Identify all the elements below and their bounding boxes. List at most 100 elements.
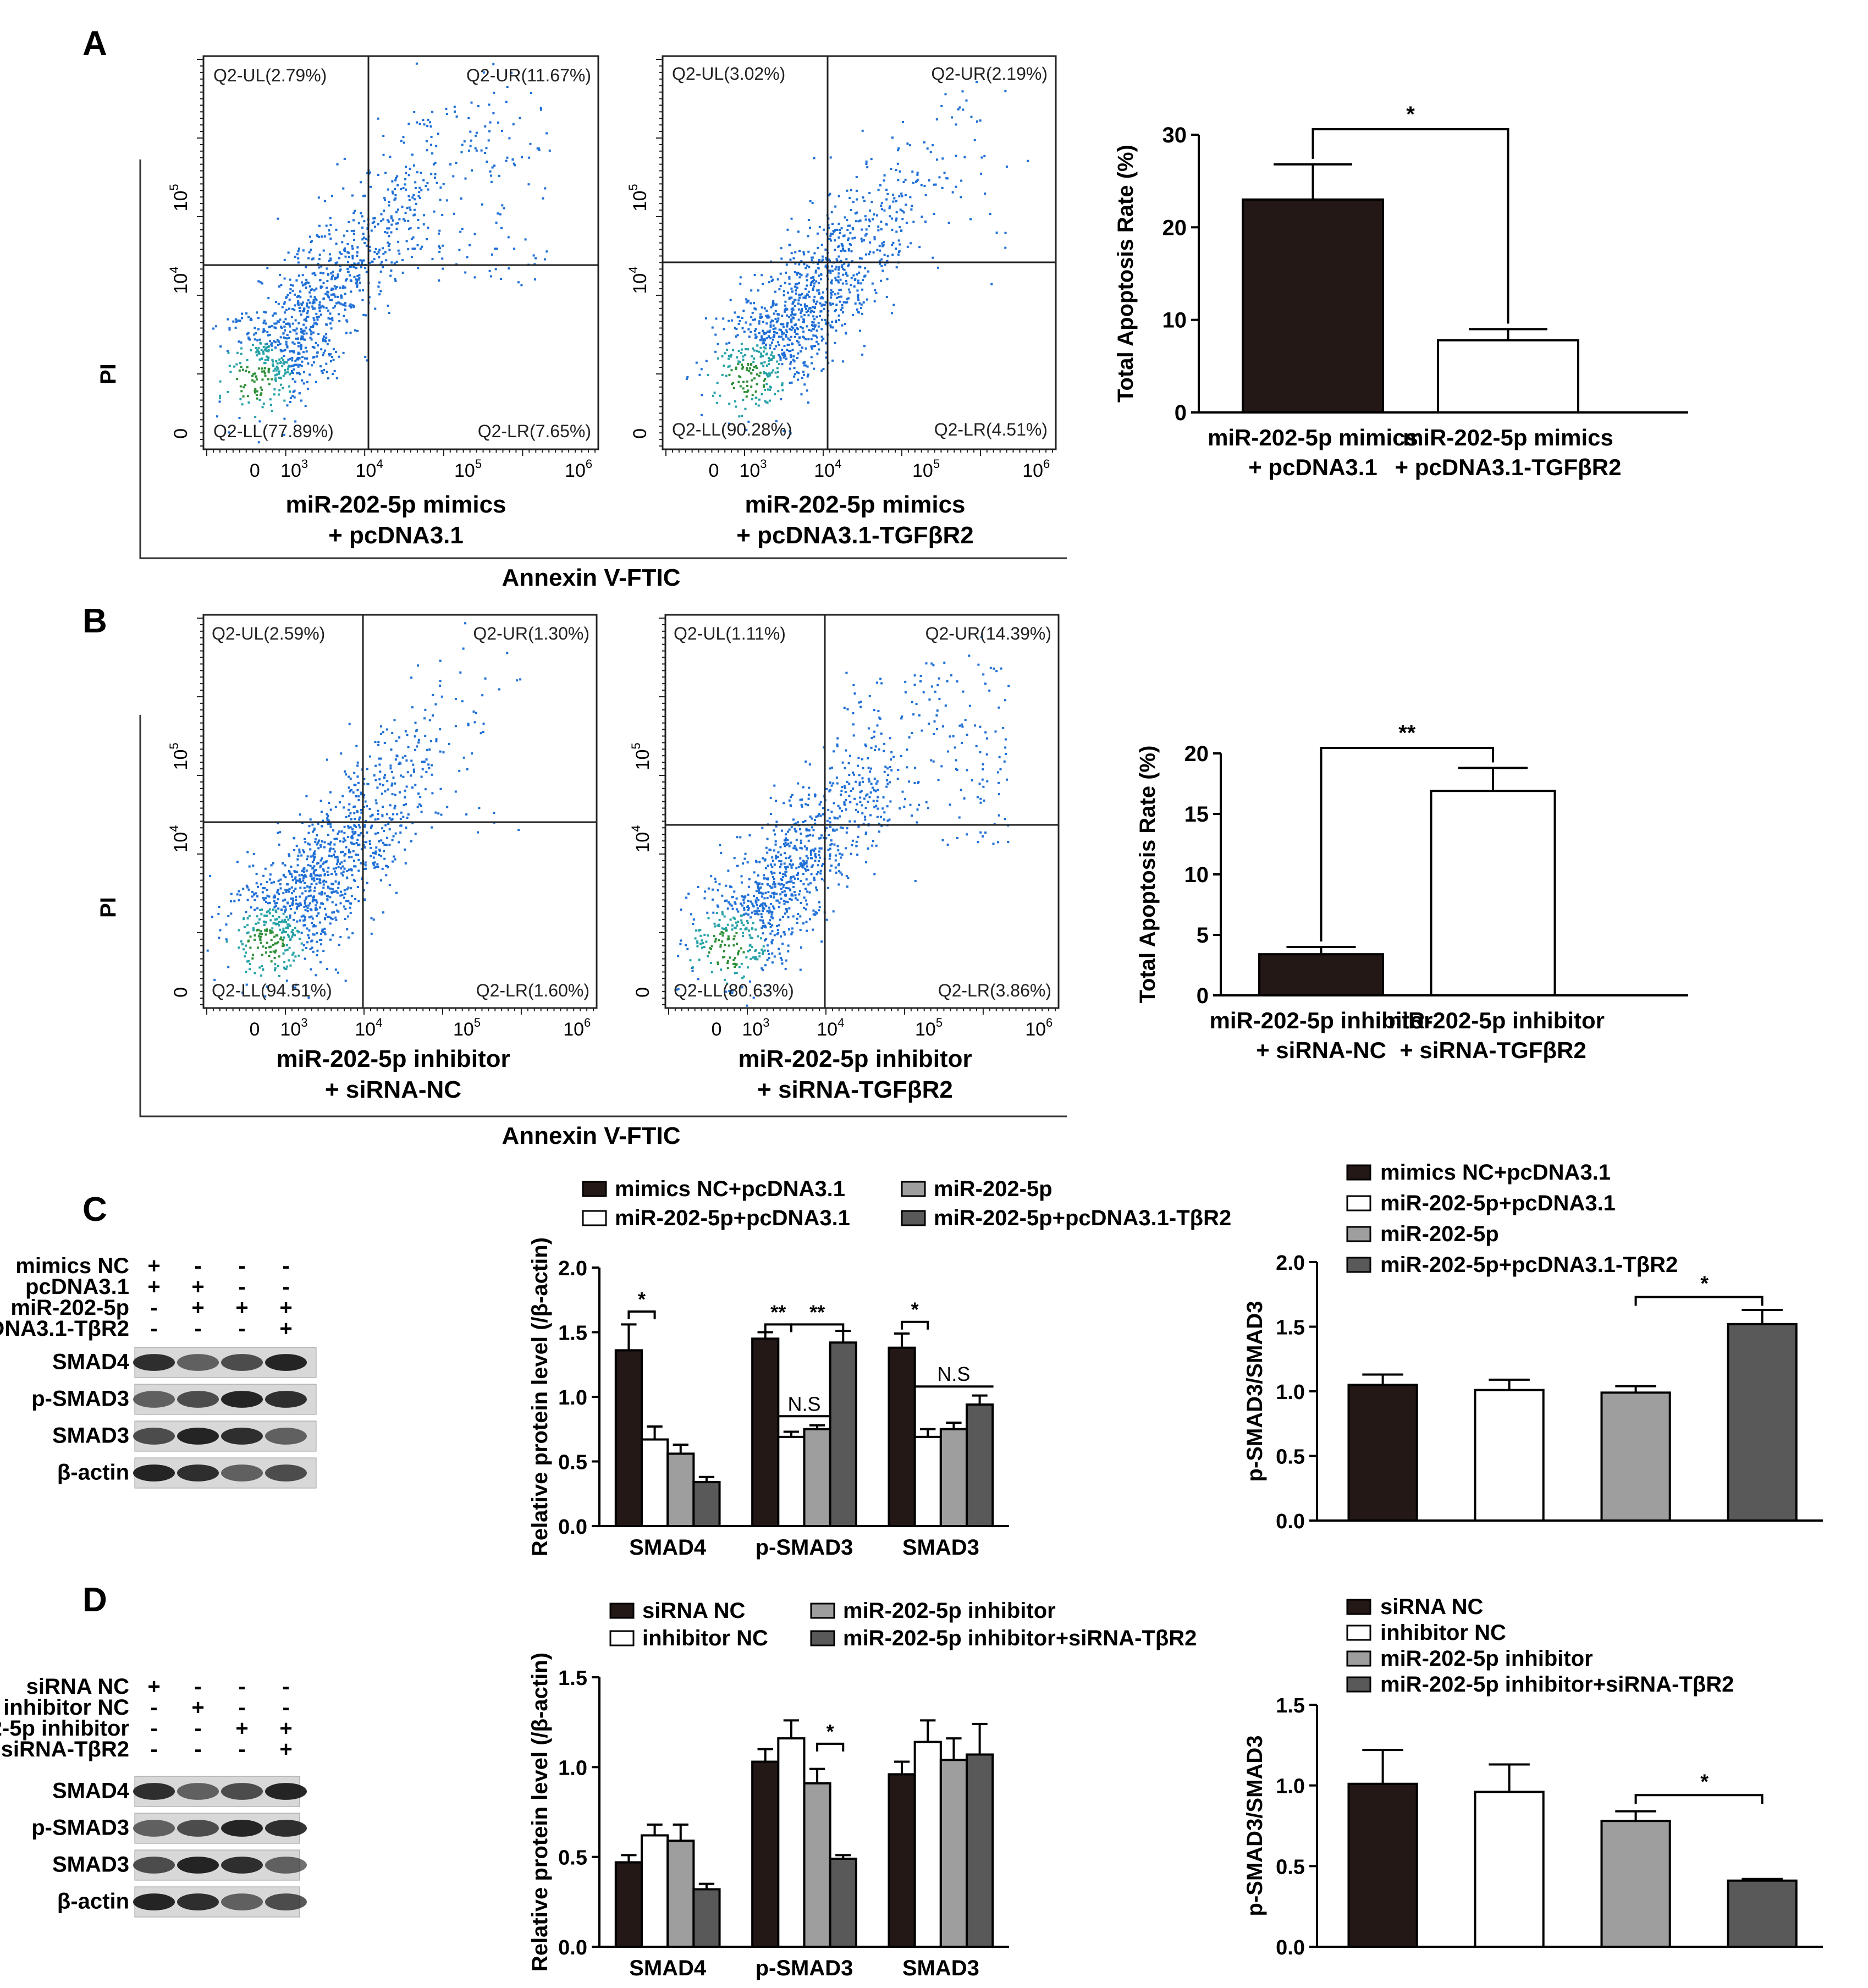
flow-dot <box>319 844 322 846</box>
flow-dot <box>770 319 773 322</box>
flow-dot <box>381 814 384 817</box>
flow-dot <box>950 674 952 677</box>
flow-dot <box>741 317 743 320</box>
flow-dot <box>255 873 258 875</box>
flow-dot <box>798 276 801 279</box>
flow-dot <box>787 916 790 918</box>
flow-dot <box>276 891 279 894</box>
flow-dot <box>291 929 294 931</box>
flow-dot <box>865 745 868 747</box>
flow-dot <box>233 365 236 368</box>
flow-dot <box>800 260 803 263</box>
flow-dot <box>255 375 257 378</box>
flow-dot <box>905 203 907 206</box>
flow-dot <box>277 907 280 910</box>
blot-band <box>221 1391 263 1408</box>
flow-dot <box>313 361 316 364</box>
flow-dot <box>527 183 530 186</box>
flow-dot <box>394 758 397 761</box>
flow-dot <box>309 885 312 888</box>
flow-dot <box>378 778 381 781</box>
flow-dot <box>306 927 308 930</box>
flow-dot <box>888 207 891 210</box>
flow-dot <box>277 941 279 944</box>
flow-dot <box>799 862 802 865</box>
flow-dot <box>420 189 423 191</box>
flow-dot <box>266 349 268 352</box>
flow-dot <box>505 101 508 103</box>
flow-dot <box>313 272 316 274</box>
flow-dot <box>811 866 813 868</box>
flow-dot <box>790 308 793 311</box>
flow-dot <box>938 176 941 179</box>
flow-dot <box>858 781 861 784</box>
flow-dot <box>761 905 764 908</box>
flow-dot <box>844 323 846 325</box>
flow-dot <box>782 323 785 326</box>
flow-dot <box>913 684 916 686</box>
flow-dot <box>770 913 773 916</box>
flow-dot <box>712 898 714 901</box>
blot-band <box>265 1857 307 1874</box>
flow-dot <box>229 371 232 373</box>
flow-dot <box>1004 246 1007 249</box>
flow-dot <box>318 224 321 227</box>
blot-mark: - <box>282 1695 289 1720</box>
flow-dot <box>293 396 296 399</box>
flow-dot <box>843 707 846 709</box>
flow-dot <box>247 332 250 334</box>
flow-dot <box>741 904 744 907</box>
flow-dot <box>355 795 357 797</box>
flow-dot <box>311 305 314 308</box>
flow-dot <box>311 900 314 903</box>
flow-dot <box>335 277 338 279</box>
flow-dot <box>968 654 971 657</box>
flow-dot <box>904 194 907 196</box>
blot-mark: + <box>191 1275 204 1299</box>
flow-dot <box>305 897 307 900</box>
flow-dot <box>769 359 772 361</box>
flow-dot <box>264 375 267 377</box>
flow-dot <box>360 811 363 814</box>
x-category-label: + siRNA-TGFβR2 <box>1399 1037 1586 1063</box>
flow-dot <box>278 843 280 846</box>
flow-dot <box>338 251 341 254</box>
flow-dot <box>817 871 819 874</box>
flow-dot <box>829 869 831 872</box>
flow-dot <box>313 853 316 856</box>
flow-dot <box>268 912 271 915</box>
flow-dot <box>316 318 319 321</box>
flow-dot <box>356 761 359 764</box>
flow-dot <box>861 812 864 814</box>
flow-dot <box>957 108 960 111</box>
flow-dot <box>743 390 746 393</box>
flow-dot <box>282 945 284 948</box>
flow-dot <box>275 360 278 362</box>
flow-dot <box>872 800 875 802</box>
flow-dot <box>433 210 436 213</box>
flow-dot <box>286 322 289 325</box>
flow-dot <box>886 805 889 808</box>
flow-dot <box>771 939 774 941</box>
flow-dot <box>767 388 769 391</box>
flow-dot <box>820 273 823 276</box>
flow-dot <box>368 840 371 842</box>
flow-dot <box>216 415 218 418</box>
flow-dot <box>831 359 834 362</box>
flow-dot <box>372 863 375 866</box>
flow-dot <box>374 307 377 310</box>
flow-dot <box>353 266 356 268</box>
flow-dot <box>756 896 758 899</box>
flow-dot <box>543 258 546 261</box>
flow-dot <box>747 893 750 896</box>
flow-dot <box>411 786 414 789</box>
flow-dot <box>794 329 796 332</box>
flow-dot <box>841 282 844 285</box>
flow-dot <box>818 274 820 277</box>
y-tick-label: 15 <box>1184 802 1209 827</box>
flow-dot <box>323 846 326 849</box>
flow-dot <box>735 908 738 911</box>
flow-dot <box>868 191 871 194</box>
flow-dot <box>843 268 846 271</box>
flow-dot <box>806 375 809 378</box>
